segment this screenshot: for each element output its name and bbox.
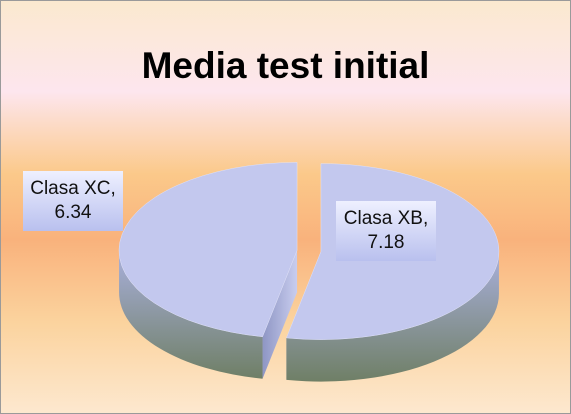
slice (118, 162, 298, 379)
chart-title: Media test initial (141, 45, 430, 86)
slice-side (119, 250, 263, 379)
slice-cut-face (262, 250, 298, 379)
slice (286, 163, 500, 382)
slice-top (118, 162, 298, 338)
data-label: Clasa XC, 6.34 (23, 171, 123, 231)
data-label: Clasa XB, 7.18 (336, 201, 436, 261)
slice-side (286, 251, 499, 382)
